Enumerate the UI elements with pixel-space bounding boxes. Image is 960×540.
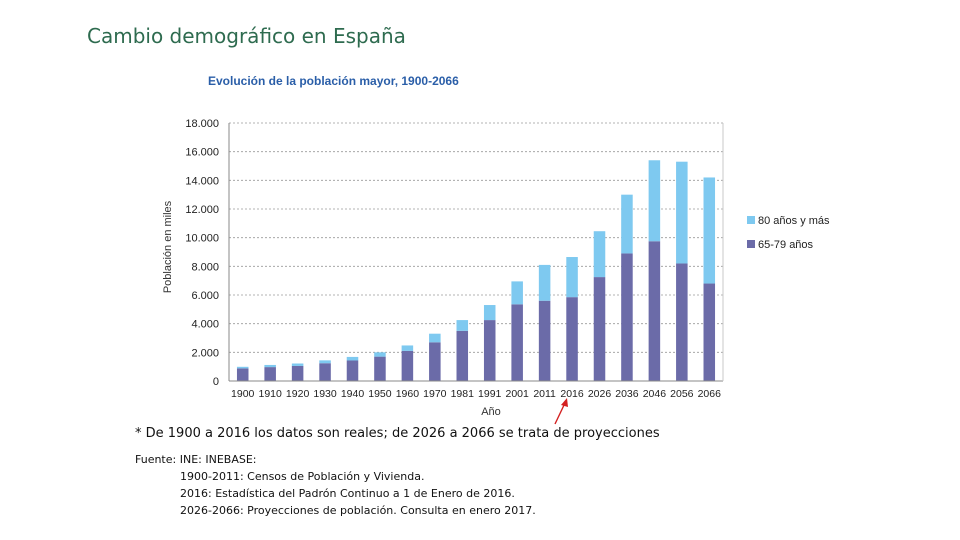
y-tick-label: 2.000 bbox=[191, 347, 219, 359]
bar-segment bbox=[264, 367, 276, 381]
source-line: 2026-2066: Proyecciones de población. Co… bbox=[180, 504, 536, 517]
x-tick-label: 1920 bbox=[286, 388, 310, 400]
bar-segment bbox=[538, 264, 551, 301]
bar-segment bbox=[483, 305, 496, 321]
x-tick-label: 2016 bbox=[560, 388, 584, 400]
bar-segment bbox=[621, 253, 633, 381]
bar-segment bbox=[401, 345, 414, 351]
legend-label: 65-79 años bbox=[758, 239, 814, 251]
x-tick-label: 1960 bbox=[396, 388, 420, 400]
y-tick-label: 0 bbox=[213, 376, 219, 388]
bar-segment bbox=[346, 360, 359, 381]
y-tick-label: 14.000 bbox=[185, 175, 219, 187]
legend-swatch bbox=[747, 240, 755, 248]
y-axis-label: Población en miles bbox=[162, 200, 174, 293]
y-tick-label: 8.000 bbox=[191, 261, 219, 273]
x-axis-label: Año bbox=[481, 406, 501, 418]
x-tick-label: 2001 bbox=[505, 388, 529, 400]
x-tick-label: 2036 bbox=[615, 388, 639, 400]
x-tick-label: 1930 bbox=[313, 388, 337, 400]
chart-title: Evolución de la población mayor, 1900-20… bbox=[208, 74, 459, 88]
source-line: 2016: Estadística del Padrón Continuo a … bbox=[180, 487, 515, 500]
x-tick-label: 2011 bbox=[533, 388, 556, 400]
bar-segment bbox=[648, 241, 661, 381]
x-tick-label: 1910 bbox=[258, 388, 282, 400]
bar-segment bbox=[621, 194, 633, 254]
bar-segment bbox=[703, 177, 716, 284]
bar-segment bbox=[566, 257, 578, 298]
y-tick-label: 4.000 bbox=[191, 319, 219, 331]
bar-segment bbox=[676, 161, 688, 264]
y-tick-label: 18.000 bbox=[185, 118, 219, 130]
x-tick-label: 1970 bbox=[423, 388, 447, 400]
bar-segment bbox=[429, 342, 441, 381]
x-tick-label: 1991 bbox=[478, 388, 502, 400]
source-line: 1900-2011: Censos de Población y Viviend… bbox=[180, 470, 425, 483]
projection-arrow bbox=[554, 398, 568, 425]
x-tick-label: 1981 bbox=[451, 388, 475, 400]
footnote: * De 1900 a 2016 los datos son reales; d… bbox=[135, 426, 660, 441]
x-tick-label: 2046 bbox=[643, 388, 667, 400]
legend-label: 80 años y más bbox=[758, 215, 830, 227]
bar-segment bbox=[703, 283, 716, 381]
x-tick-label: 2066 bbox=[698, 388, 722, 400]
bar-segment bbox=[236, 368, 249, 381]
x-tick-label: 1940 bbox=[341, 388, 365, 400]
bar-segment bbox=[291, 363, 304, 366]
source-label: Fuente: INE: INEBASE: bbox=[135, 453, 257, 466]
bar-segment bbox=[456, 330, 469, 381]
bar-segment bbox=[236, 366, 249, 369]
x-tick-label: 2056 bbox=[670, 388, 694, 400]
bar-segment bbox=[593, 277, 606, 381]
y-tick-label: 10.000 bbox=[185, 233, 219, 245]
bar-segment bbox=[319, 360, 331, 364]
bar-segment bbox=[511, 281, 523, 305]
bar-segment bbox=[346, 356, 359, 361]
bar-segment bbox=[593, 231, 606, 278]
bar-segment bbox=[264, 364, 276, 368]
bar-segment bbox=[676, 263, 688, 381]
x-tick-label: 1950 bbox=[368, 388, 392, 400]
bar-segment bbox=[511, 304, 523, 381]
bar-segment bbox=[483, 320, 496, 381]
bar-segment bbox=[319, 363, 331, 381]
x-tick-label: 1900 bbox=[231, 388, 255, 400]
bar-segment bbox=[374, 356, 386, 381]
bar-segment bbox=[401, 350, 414, 381]
y-tick-label: 12.000 bbox=[185, 204, 219, 216]
source-block: Fuente: INE: INEBASE: 1900-2011: Censos … bbox=[135, 451, 536, 519]
y-tick-label: 16.000 bbox=[185, 147, 219, 159]
bar-segment bbox=[566, 297, 578, 381]
bar-segment bbox=[456, 320, 469, 331]
y-tick-label: 6.000 bbox=[191, 290, 219, 302]
bar-segment bbox=[648, 160, 661, 242]
bar-segment bbox=[291, 365, 304, 381]
bar-segment bbox=[538, 300, 551, 381]
x-tick-label: 2026 bbox=[588, 388, 612, 400]
slide-title: Cambio demográfico en España bbox=[87, 24, 406, 48]
bar-segment bbox=[374, 352, 386, 357]
legend-swatch bbox=[747, 216, 755, 224]
bar-segment bbox=[429, 333, 441, 343]
